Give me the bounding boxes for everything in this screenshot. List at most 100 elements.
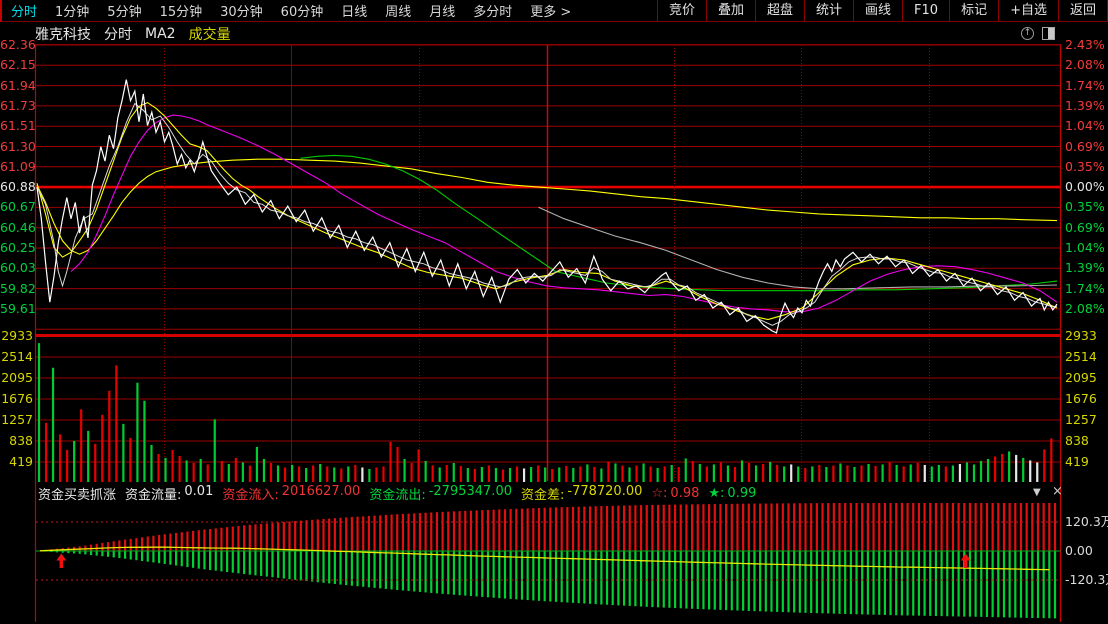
flow-field-value: 0.01 (184, 483, 214, 499)
right-axis-label: 0.35% (1065, 199, 1105, 215)
right-axis-label: 2095 (1065, 370, 1097, 385)
right-axis-label: -120.3万 (1065, 572, 1108, 587)
period-tab-9[interactable]: 月线 (429, 5, 456, 20)
right-axis-label: 0.35% (1065, 158, 1105, 174)
left-axis-label: 2933 (1, 328, 33, 343)
right-axis-label: 1.74% (1065, 77, 1105, 93)
period-tab-10[interactable]: 多分时 (473, 5, 513, 20)
left-axis-label: 2095 (1, 370, 33, 385)
toolbar-button-8[interactable]: +自选 (998, 0, 1058, 22)
left-axis-label: 59.61 (0, 300, 36, 316)
right-axis-label: 2933 (1065, 328, 1097, 343)
right-axis-label: 0.69% (1065, 138, 1105, 154)
split-pane-icon[interactable] (1042, 27, 1055, 40)
left-axis-label: 419 (9, 454, 33, 469)
right-axis-label: 838 (1065, 433, 1089, 448)
toolbar-button-6[interactable]: F10 (902, 0, 949, 22)
circle-up-icon[interactable]: ↑ (1021, 27, 1034, 40)
period-tab-8[interactable]: 周线 (385, 5, 412, 20)
chart-title-bar: 雅克科技 分时 MA2 成交量 (35, 24, 231, 43)
period-tab-2[interactable]: 1分钟 (55, 5, 90, 20)
period-tab-4[interactable]: 15分钟 (159, 5, 203, 20)
right-axis-label: 1.74% (1065, 280, 1105, 296)
flow-field-value: -778720.00 (567, 483, 643, 499)
ma_gray_long (538, 206, 1058, 290)
left-axis-label: 62.36 (0, 37, 36, 52)
period-tab-11[interactable]: 更多 > (530, 5, 572, 20)
price_line (36, 79, 1058, 334)
ma_green (300, 154, 1058, 292)
left-axis-label: 2514 (1, 349, 33, 364)
flow-field-6: ★: 0.99 (708, 486, 756, 501)
period-tab-7[interactable]: 日线 (341, 5, 368, 20)
stock-name: 雅克科技 (35, 26, 91, 43)
right-axis-label: 419 (1065, 454, 1089, 469)
buy-signal-arrow-1 (56, 553, 67, 568)
right-axis-label: 2.43% (1065, 37, 1105, 52)
period-tab-3[interactable]: 5分钟 (107, 5, 142, 20)
period-tabs: 分时 1分钟 5分钟 15分钟 30分钟 60分钟 日线 周线 月线 多分时 更多 > (2, 0, 580, 21)
collapse-panel-icon[interactable]: ▼ (1033, 487, 1041, 498)
left-axis-label: 61.73 (0, 97, 36, 113)
left-axis-label: 60.67 (0, 199, 36, 215)
left-axis-label: 60.88 (0, 179, 36, 195)
ma_magenta (70, 114, 1058, 313)
period-tab-6[interactable]: 60分钟 (280, 5, 324, 20)
right-axis-label: 2.08% (1065, 57, 1105, 73)
flow-field-value: 0.98 (670, 485, 700, 501)
left-axis-label: 61.09 (0, 158, 36, 174)
star-outline-icon: ☆: (651, 485, 668, 501)
right-axis-label: 0.00 (1065, 543, 1093, 558)
flow-field-value: 2016627.00 (281, 483, 361, 499)
indicator-label[interactable]: MA2 (145, 25, 176, 42)
toolbar-button-9[interactable]: 返回 (1057, 0, 1108, 22)
left-axis-label: 1676 (1, 391, 33, 406)
money-flow-header: 资金买卖抓涨 资金流量: 0.01 资金流入: 2016627.00 资金流出: -2795… (38, 483, 756, 503)
right-axis-label: 1676 (1065, 391, 1097, 406)
right-axis-label: 2.08% (1065, 300, 1105, 316)
close-panel-icon[interactable]: × (1052, 484, 1063, 499)
left-axis-label: 1257 (1, 412, 33, 427)
period-tab-5[interactable]: 30分钟 (220, 5, 263, 20)
left-axis-label: 62.15 (0, 57, 36, 73)
vwap_avg_line (36, 158, 1058, 255)
flow-field-value: -2795347.00 (428, 483, 512, 499)
right-axis-label: 1.04% (1065, 118, 1105, 134)
left-axis-label: 59.82 (0, 280, 36, 296)
toolbar-button-7[interactable]: 标记 (949, 0, 998, 22)
flow-field-5: ☆: 0.98 (651, 486, 699, 501)
right-axis-label: 1257 (1065, 412, 1097, 427)
right-axis-label: 1.39% (1065, 260, 1105, 276)
left-axis-label: 61.51 (0, 118, 36, 134)
period-tab-1[interactable]: 分时 (11, 5, 38, 20)
right-axis-label: 0.69% (1065, 219, 1105, 235)
right-axis-label: 1.04% (1065, 240, 1105, 255)
toolbar-button-1[interactable]: 竞价 (656, 0, 706, 22)
left-axis-label: 60.03 (0, 260, 36, 276)
price-series (36, 79, 1058, 334)
period-label: 分时 (104, 26, 132, 43)
flow-indicator-name: 资金买卖抓涨 (38, 487, 117, 503)
top-toolbar: 分时 1分钟 5分钟 15分钟 30分钟 60分钟 日线 周线 月线 多分时 更多 > 竞价 叠加 超盘… (0, 0, 1108, 22)
left-axis-label: 60.46 (0, 219, 36, 235)
left-axis-label: 60.25 (0, 240, 36, 255)
net-flow-line (39, 546, 1050, 571)
left-axis-label: 838 (9, 433, 33, 448)
flow-field-1: 资金流量: 0.01 (125, 483, 214, 503)
left-axis-label: 61.94 (0, 77, 36, 93)
toolbar-button-5[interactable]: 画线 (853, 0, 902, 22)
flow-field-4: 资金差: -778720.00 (520, 483, 643, 503)
toolbar-button-4[interactable]: 统计 (804, 0, 853, 22)
star-filled-icon: ★: (708, 485, 725, 501)
volume-indicator-label[interactable]: 成交量 (188, 26, 231, 43)
flow-field-3: 资金流出: -2795347.00 (369, 483, 512, 503)
right-axis-label: 120.3万 (1065, 514, 1108, 529)
buy-signal-arrow-2 (960, 553, 971, 568)
toolbar-button-3[interactable]: 超盘 (754, 0, 804, 22)
left-axis-label: 61.30 (0, 138, 36, 154)
right-axis-label: 0.00% (1065, 179, 1105, 195)
flow-field-value: 0.99 (727, 485, 757, 501)
toolbar-button-2[interactable]: 叠加 (705, 0, 755, 22)
toolbar-actions: 竞价 叠加 超盘 统计 画线 F10 标记 +自选 返回 (656, 0, 1108, 22)
